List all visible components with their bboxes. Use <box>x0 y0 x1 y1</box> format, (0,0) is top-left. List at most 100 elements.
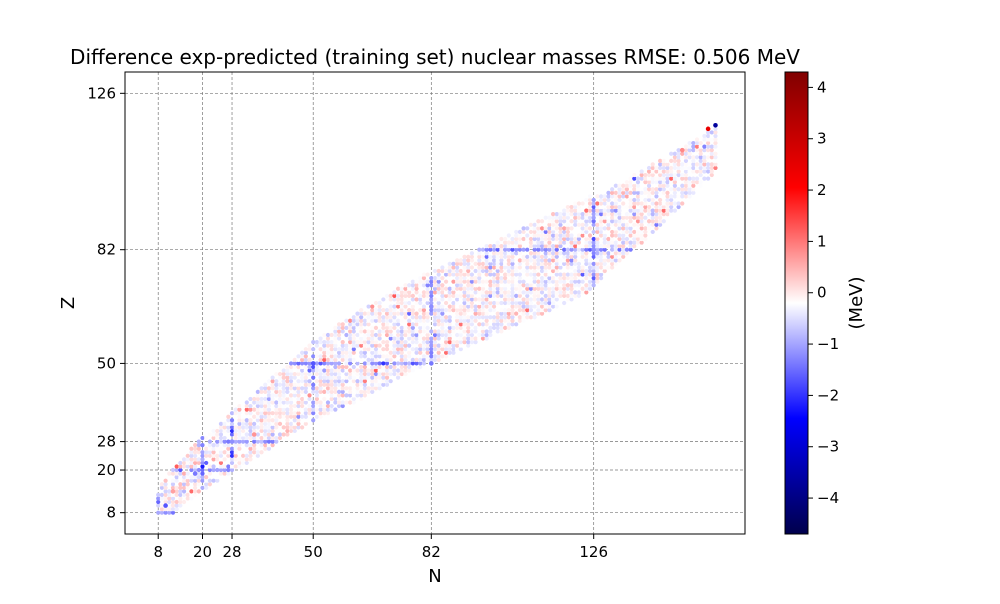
nucleus-point <box>587 226 593 231</box>
nucleus-point <box>196 457 201 462</box>
nucleus-point <box>395 311 401 316</box>
nucleus-point <box>163 499 168 505</box>
nucleus-point <box>661 172 666 178</box>
nucleus-point <box>458 315 463 320</box>
nucleus-point <box>624 183 630 188</box>
nucleus-point <box>680 176 685 181</box>
nucleus-point <box>370 311 375 316</box>
nucleus-point <box>336 336 342 341</box>
nucleus-point <box>661 208 666 213</box>
nucleus-point <box>691 148 696 153</box>
nucleus-point <box>451 304 456 309</box>
nucleus-point <box>344 343 349 348</box>
nucleus-point <box>532 222 537 227</box>
nucleus-point <box>469 276 475 281</box>
nucleus-point <box>418 308 423 313</box>
nucleus-point <box>274 425 279 430</box>
nucleus-point <box>510 283 515 288</box>
nucleus-point <box>569 208 574 213</box>
nucleus-point <box>525 268 530 274</box>
nucleus-point <box>462 290 467 295</box>
nucleus-point <box>499 308 504 313</box>
nucleus-point <box>359 332 364 338</box>
nucleus-point <box>185 485 190 490</box>
nucleus-point <box>543 244 548 249</box>
nucleus-point <box>466 318 471 323</box>
nucleus-point <box>669 212 674 217</box>
nucleus-point <box>300 361 305 366</box>
nucleus-point <box>506 254 511 259</box>
nucleus-point <box>543 240 548 245</box>
nucleus-point <box>229 411 235 416</box>
nucleus-point <box>658 158 663 163</box>
nucleus-point <box>255 403 260 409</box>
nucleus-point <box>377 354 382 359</box>
nucleus-point <box>543 229 548 235</box>
nucleus-point <box>229 425 235 430</box>
nucleus-point <box>584 212 589 217</box>
nucleus-point <box>285 400 290 405</box>
nucleus-point <box>499 290 504 295</box>
nucleus-point <box>207 439 212 444</box>
nucleus-point <box>252 443 257 448</box>
nucleus-point <box>300 396 305 402</box>
nucleus-point <box>322 347 327 352</box>
nucleus-point <box>477 258 482 263</box>
nucleus-point <box>403 329 408 334</box>
nucleus-point <box>384 311 390 316</box>
nucleus-point <box>613 254 618 259</box>
nucleus-point <box>277 400 283 405</box>
nucleus-point <box>639 169 644 174</box>
nucleus-point <box>639 172 644 178</box>
nucleus-point <box>314 339 320 345</box>
nucleus-point <box>503 251 508 256</box>
nucleus-point <box>573 272 578 277</box>
nucleus-point <box>156 492 161 498</box>
nucleus-point <box>325 357 331 362</box>
nucleus-point <box>336 400 342 405</box>
nucleus-point <box>480 332 486 338</box>
nucleus-point <box>207 453 212 458</box>
nucleus-point <box>554 247 559 252</box>
nucleus-point <box>587 219 593 224</box>
nucleus-point <box>525 226 530 231</box>
nucleus-point <box>436 304 441 309</box>
nucleus-point <box>362 386 367 391</box>
nucleus-point <box>325 375 331 380</box>
nucleus-point <box>421 308 427 313</box>
nucleus-point <box>488 258 493 263</box>
nucleus-point <box>598 212 604 217</box>
nucleus-point <box>443 343 449 348</box>
nucleus-point <box>510 286 515 291</box>
nucleus-point <box>443 272 449 277</box>
nucleus-point <box>384 371 390 377</box>
nucleus-point <box>466 265 471 270</box>
nucleus-point <box>322 357 327 362</box>
nucleus-point <box>436 322 441 327</box>
nucleus-point <box>621 254 626 259</box>
nucleus-point <box>473 336 478 341</box>
nucleus-point <box>274 389 279 394</box>
nucleus-point <box>543 293 548 298</box>
nucleus-point <box>167 492 172 498</box>
nucleus-point <box>595 254 600 259</box>
nucleus-point <box>414 361 419 366</box>
nucleus-point <box>587 201 593 206</box>
nucleus-point <box>536 297 541 302</box>
nucleus-point <box>410 283 415 288</box>
nucleus-point <box>366 371 371 377</box>
nucleus-point <box>598 215 604 220</box>
nucleus-point <box>159 496 165 501</box>
nucleus-point <box>469 315 475 320</box>
nucleus-point <box>410 339 415 345</box>
nucleus-point <box>624 180 630 185</box>
nucleus-point <box>536 283 541 288</box>
nucleus-point <box>407 325 412 330</box>
nucleus-point <box>425 293 430 298</box>
nucleus-point <box>425 297 430 302</box>
nucleus-point <box>458 293 463 298</box>
nucleus-point <box>447 336 452 341</box>
nucleus-point <box>359 325 364 330</box>
nucleus-point <box>336 347 342 352</box>
